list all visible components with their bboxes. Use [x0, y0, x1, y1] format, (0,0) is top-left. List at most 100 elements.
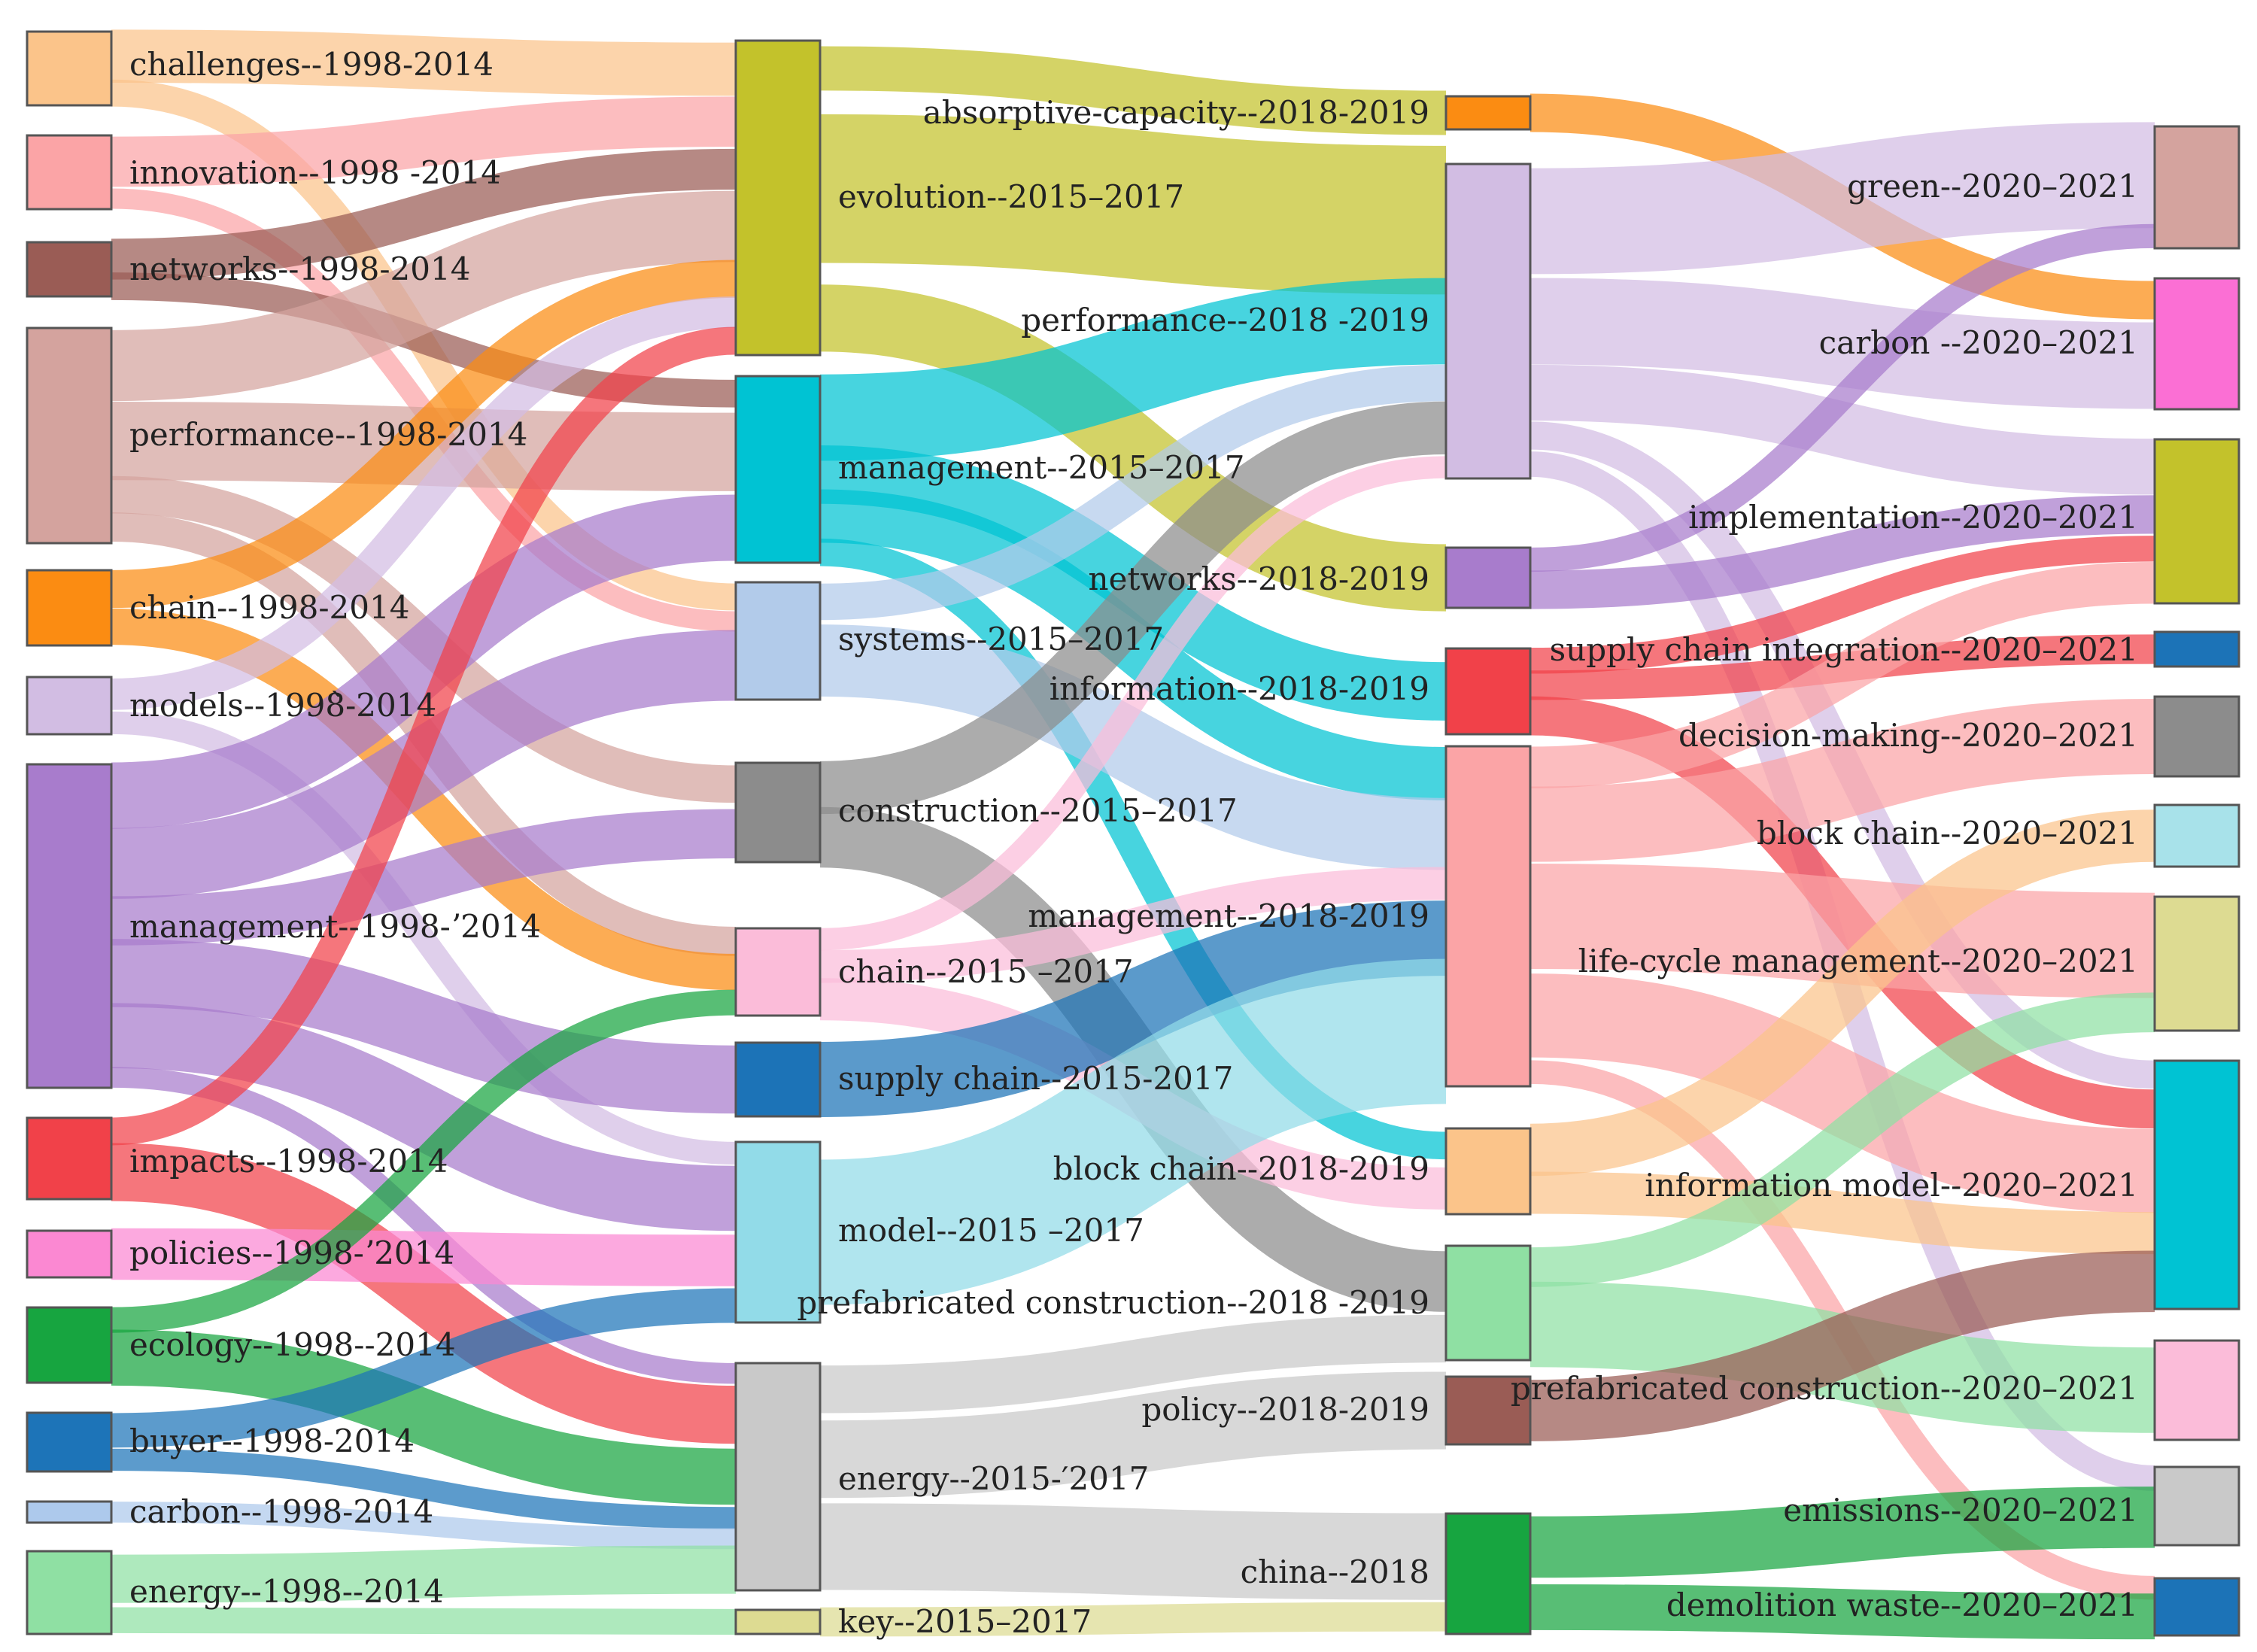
- link-c1_management-to-c2_supplychain: [111, 939, 737, 1114]
- node-c1_management: [26, 763, 113, 1089]
- node-c2_management: [734, 375, 822, 564]
- link-c2_systems-to-c3_management: [819, 624, 1447, 870]
- node-c4_infomodel: [2153, 1059, 2240, 1310]
- label-c2_systems: systems--2015–2017: [838, 621, 1164, 657]
- link-c2_chain-to-c3_management: [819, 867, 1447, 983]
- label-c4_implementation: implementation--2020–2021: [1688, 499, 2138, 536]
- label-c1_ecology: ecology--1998--2014: [129, 1326, 456, 1363]
- link-c2_energy-to-c3_china: [819, 1503, 1447, 1600]
- link-c1_management-to-c2_management: [111, 494, 737, 829]
- node-c4_emissions: [2153, 1465, 2240, 1547]
- node-c3_information: [1444, 647, 1532, 736]
- label-c3_prefab: prefabricated construction--2018 -2019: [797, 1284, 1429, 1321]
- link-c3_blockchain-to-c4_blockchain: [1529, 809, 2155, 1177]
- link-c1_energy-to-c2_energy: [111, 1545, 737, 1603]
- link-c1_models-to-c2_evolution: [111, 296, 737, 710]
- node-c4_green: [2153, 125, 2240, 250]
- link-c3_china-to-c4_emissions: [1529, 1486, 2155, 1578]
- label-c2_supplychain: supply chain--2015-2017: [838, 1060, 1233, 1097]
- link-c3_performance-to-c4_implementation: [1529, 364, 2155, 495]
- node-c2_chain: [734, 927, 822, 1017]
- label-c2_key: key--2015–2017: [838, 1603, 1092, 1640]
- link-c3_prefab-to-c4_lifecycle: [1529, 992, 2155, 1287]
- node-c3_networks: [1444, 546, 1532, 609]
- link-c2_energy-to-c3_prefab: [819, 1314, 1447, 1414]
- link-c2_construction-to-c3_performance: [819, 401, 1447, 815]
- label-c4_green: green--2020–2021: [1847, 168, 2138, 205]
- label-c2_model: model--2015 –2017: [838, 1212, 1144, 1249]
- label-c2_evolution: evolution--2015–2017: [838, 178, 1184, 215]
- label-c1_networks: networks--1998-2014: [129, 251, 470, 287]
- link-c1_performance-to-c2_evolution: [111, 190, 737, 402]
- label-c1_models: models--1998̀-2014: [129, 687, 436, 724]
- node-c1_challenges: [26, 30, 113, 107]
- link-c1_buyer-to-c2_energy: [111, 1448, 737, 1529]
- node-c3_absorptive: [1444, 95, 1532, 131]
- link-c1_impacts-to-c2_energy: [111, 1143, 737, 1444]
- node-c3_blockchain: [1444, 1127, 1532, 1216]
- node-c1_chain: [26, 569, 113, 647]
- labels-layer: challenges--1998-2014 innovation--1998 -2…: [129, 46, 2138, 1640]
- link-c3_performance-to-c4_carbon: [1529, 278, 2155, 409]
- link-c3_blockchain-to-c4_infomodel: [1529, 1171, 2155, 1255]
- label-c4_demolition: demolition waste--2020–2021: [1666, 1587, 2138, 1623]
- link-c1_policies-to-c2_model: [111, 1228, 737, 1286]
- node-c3_policy: [1444, 1375, 1532, 1446]
- node-c3_performance: [1444, 162, 1532, 480]
- label-c1_policies: policies--1998-ʼ2014: [129, 1234, 454, 1271]
- label-c1_performance: performance--1998-2014: [129, 416, 527, 453]
- link-c1_energy-to-c2_key: [111, 1607, 737, 1635]
- link-c2_management-to-c3_performance: [819, 278, 1447, 461]
- label-c3_absorptive: absorptive-capacity--2018-2019: [923, 94, 1429, 131]
- node-c1_buyer: [26, 1411, 113, 1473]
- node-c2_supplychain: [734, 1041, 822, 1118]
- link-c3_management-to-c4_decision: [1529, 698, 2155, 862]
- node-c1_policies: [26, 1229, 113, 1279]
- label-c2_construction: construction--2015–2017: [838, 792, 1238, 829]
- label-c3_blockchain: block chain--2018-2019: [1053, 1150, 1429, 1187]
- label-c3_china: china--2018: [1241, 1553, 1429, 1590]
- link-c1_ecology-to-c2_chain: [111, 989, 737, 1333]
- node-c1_innovation: [26, 134, 113, 211]
- node-c4_blockchain: [2153, 803, 2240, 868]
- node-c4_demolition: [2153, 1577, 2240, 1637]
- label-c1_carbon: carbon--1998-2014: [129, 1493, 433, 1530]
- node-c1_performance: [26, 326, 113, 545]
- label-c1_impacts: impacts--1998-2014: [129, 1143, 448, 1180]
- nodes-layer: [26, 30, 2240, 1637]
- link-c3_policy-to-c4_infomodel: [1529, 1250, 2155, 1441]
- node-c4_sci: [2153, 630, 2240, 668]
- label-c1_energy: energy--1998--2014: [129, 1573, 444, 1610]
- node-c4_carbon: [2153, 277, 2240, 411]
- link-c2_evolution-to-c3_networks: [819, 284, 1447, 612]
- node-c1_ecology: [26, 1306, 113, 1384]
- label-c4_prefab: prefabricated construction--2020–2021: [1511, 1370, 2138, 1407]
- link-c2_supplychain-to-c3_management: [819, 900, 1447, 1118]
- label-c2_chain: chain--2015 –2017: [838, 953, 1134, 990]
- label-c4_sci: supply chain integration--2020–2021: [1550, 631, 2138, 668]
- node-c2_energy: [734, 1362, 822, 1592]
- link-c2_key-to-c3_china: [819, 1602, 1447, 1637]
- node-c3_management: [1444, 745, 1532, 1088]
- link-c1_innovation-to-c2_evolution: [111, 96, 737, 187]
- label-c4_emissions: emissions--2020–2021: [1783, 1492, 2138, 1529]
- label-c1_innovation: innovation--1998 -2014: [129, 154, 501, 191]
- label-c3_management: management--2018-2019: [1028, 897, 1429, 934]
- link-c1_management-to-c2_model: [111, 1003, 737, 1231]
- node-c2_construction: [734, 761, 822, 864]
- link-c1_challenges-to-c2_evolution: [111, 29, 737, 96]
- node-c2_model: [734, 1140, 822, 1324]
- link-c2_evolution-to-c3_performance: [819, 114, 1447, 295]
- link-c2_systems-to-c3_performance: [819, 364, 1447, 621]
- link-c1_ecology-to-c2_energy: [111, 1329, 737, 1505]
- link-c1_management-to-c2_construction: [111, 809, 737, 946]
- node-c3_china: [1444, 1512, 1532, 1635]
- link-c3_china-to-c4_demolition: [1529, 1584, 2155, 1640]
- link-c3_management-to-c4_implementation: [1529, 562, 2155, 788]
- label-c2_energy: energy--2015-′2017: [838, 1460, 1149, 1497]
- label-c1_chain: chain--1998-2014: [129, 589, 409, 626]
- node-c1_carbon: [26, 1500, 113, 1524]
- link-c2_chain-to-c3_performance: [819, 456, 1447, 951]
- node-c4_implementation: [2153, 438, 2240, 605]
- link-c3_networks-to-c4_green: [1529, 223, 2155, 572]
